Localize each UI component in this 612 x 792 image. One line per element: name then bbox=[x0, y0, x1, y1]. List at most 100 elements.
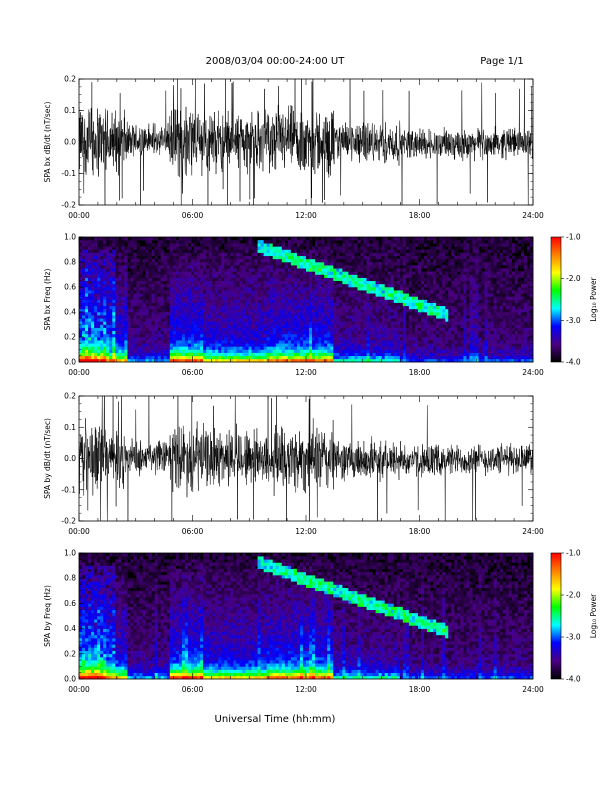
spectrogram-cell bbox=[245, 318, 249, 322]
spectrogram-cell bbox=[206, 308, 210, 313]
spectrogram-cell bbox=[399, 318, 404, 322]
spectrogram-cell bbox=[212, 318, 216, 322]
spectrogram-cell bbox=[408, 258, 413, 263]
spectrogram-cell bbox=[309, 243, 313, 247]
spectrogram-cell bbox=[127, 296, 131, 300]
spectrogram-cell bbox=[424, 305, 428, 310]
spectrogram-cell bbox=[254, 287, 258, 291]
spectrogram-cell bbox=[139, 249, 143, 253]
spectrogram-cell bbox=[88, 243, 92, 247]
spectrogram-cell bbox=[94, 333, 98, 338]
spectrogram-cell bbox=[345, 321, 349, 325]
spectrogram-cell bbox=[181, 352, 186, 357]
spectrogram-cell bbox=[454, 293, 458, 297]
spectrogram-cell bbox=[411, 337, 416, 341]
spectrogram-cell bbox=[221, 249, 225, 253]
spectrogram-cell bbox=[284, 358, 289, 363]
spectrogram-cell bbox=[405, 243, 410, 247]
spectrogram-cell bbox=[315, 280, 319, 285]
spectrogram-cell bbox=[209, 315, 213, 319]
spectrogram-cell bbox=[79, 337, 83, 341]
spectrogram-cell bbox=[245, 265, 249, 269]
spectrogram-cell bbox=[209, 240, 213, 244]
spectrogram-cell bbox=[384, 274, 389, 278]
spectrogram-cell bbox=[351, 290, 355, 294]
spectrogram-cell bbox=[275, 296, 280, 300]
spectrogram-cell bbox=[103, 318, 107, 322]
spectrogram-cell bbox=[442, 296, 446, 300]
spectrogram-cell bbox=[290, 252, 295, 257]
spectrogram-cell bbox=[387, 240, 392, 244]
spectrogram-cell bbox=[287, 280, 292, 285]
spectrogram-cell bbox=[245, 287, 249, 291]
spectrogram-cell bbox=[133, 240, 137, 244]
spectrogram-cell bbox=[287, 308, 292, 313]
spectrogram-cell bbox=[445, 296, 449, 300]
spectrogram-cell bbox=[206, 358, 210, 363]
spectrogram-cell bbox=[405, 302, 410, 307]
spectrogram-cell bbox=[414, 293, 419, 297]
spectrogram-cell bbox=[121, 355, 125, 360]
spectrogram-cell bbox=[175, 315, 180, 319]
spectrogram-cell bbox=[381, 262, 385, 266]
spectrogram-cell bbox=[342, 258, 346, 263]
spectrogram-cell bbox=[315, 252, 319, 257]
spectrogram-cell bbox=[318, 290, 322, 294]
spectrogram-cell bbox=[342, 312, 346, 316]
spectrogram-cell bbox=[230, 327, 234, 332]
spectrogram-cell bbox=[175, 246, 180, 250]
spectrogram-cell bbox=[417, 287, 422, 291]
spectrogram-cell bbox=[281, 321, 286, 325]
spectrogram-cell bbox=[251, 315, 255, 319]
spectrogram-cell bbox=[200, 277, 204, 282]
spectrogram-cell bbox=[357, 333, 361, 338]
spectrogram-cell bbox=[293, 258, 298, 263]
spectrogram-cell bbox=[142, 268, 146, 272]
spectrogram-cell bbox=[387, 321, 392, 325]
spectrogram-cell bbox=[224, 321, 228, 325]
spectrogram-cell bbox=[175, 352, 180, 357]
spectrogram-cell bbox=[124, 283, 128, 288]
spectrogram-cell bbox=[133, 321, 137, 325]
spectrogram-cell bbox=[333, 274, 337, 278]
spectrogram-cell bbox=[215, 274, 219, 278]
spectrogram-cell bbox=[318, 327, 322, 332]
spectrogram-cell bbox=[309, 333, 313, 338]
spectrogram-cell bbox=[227, 352, 231, 357]
spectrogram-cell bbox=[212, 355, 216, 360]
spectrogram-cell bbox=[251, 252, 255, 257]
spectrogram-cell bbox=[142, 252, 146, 257]
spectrogram-cell bbox=[145, 249, 149, 253]
spectrogram-cell bbox=[97, 346, 101, 350]
spectrogram-cell bbox=[91, 355, 95, 360]
spectrogram-cell bbox=[118, 240, 122, 244]
spectrogram-cell bbox=[269, 315, 274, 319]
spectrogram-cell bbox=[321, 277, 325, 282]
spectrogram-cell bbox=[175, 268, 180, 272]
spectrogram-cell bbox=[103, 358, 107, 363]
spectrogram-cell bbox=[402, 308, 407, 313]
spectrogram-cell bbox=[97, 237, 101, 241]
spectrogram-cell bbox=[109, 237, 113, 241]
spectrogram-cell bbox=[251, 255, 255, 260]
spectrogram-cell bbox=[451, 358, 455, 363]
spectrogram-cell bbox=[445, 268, 449, 272]
spectrogram-cell bbox=[402, 305, 407, 310]
spectrogram-cell bbox=[242, 262, 246, 266]
spectrogram-cell bbox=[215, 240, 219, 244]
spectrogram-cell bbox=[121, 258, 125, 263]
spectrogram-cell bbox=[442, 324, 446, 328]
spectrogram-cell bbox=[221, 268, 225, 272]
spectrogram-cell bbox=[430, 324, 434, 328]
spectrogram-cell bbox=[414, 255, 419, 260]
spectrogram-cell bbox=[436, 312, 440, 316]
spectrogram-cell bbox=[402, 352, 407, 357]
spectrogram-cell bbox=[342, 308, 346, 313]
spectrogram-cell bbox=[345, 243, 349, 247]
spectrogram-cell bbox=[166, 290, 171, 294]
spectrogram-cell bbox=[408, 343, 413, 347]
spectrogram-cell bbox=[315, 246, 319, 250]
spectrogram-cell bbox=[209, 349, 213, 353]
spectrogram-cell bbox=[315, 349, 319, 353]
spectrogram-cell bbox=[121, 315, 125, 319]
